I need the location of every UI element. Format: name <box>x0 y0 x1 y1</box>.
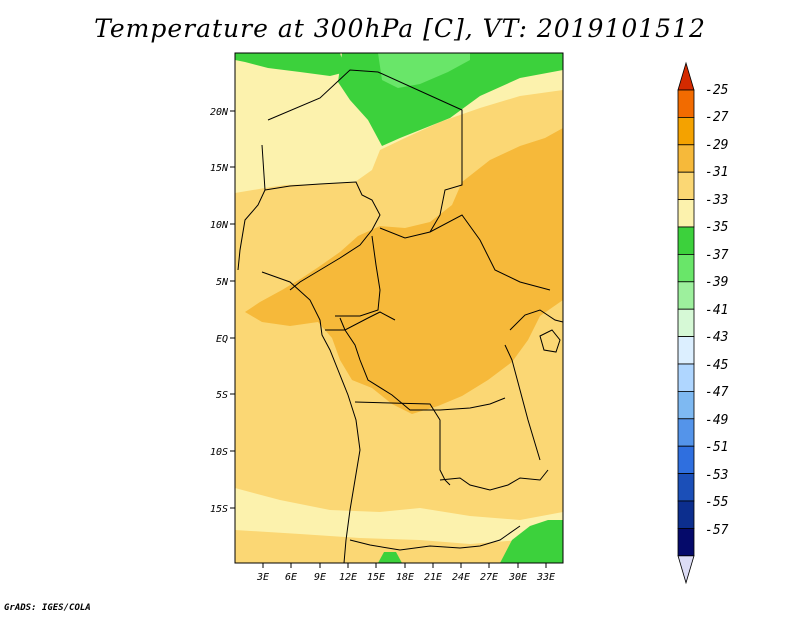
colorbar-label: -31 <box>705 165 728 180</box>
lat-label: 5S <box>216 390 228 401</box>
colorbar-swatch <box>677 308 695 338</box>
colorbar-swatch <box>677 473 695 502</box>
lon-label: 3E <box>256 572 269 583</box>
lake-victoria <box>539 329 561 353</box>
field-37-north <box>235 53 346 76</box>
colorbar-swatch <box>677 336 695 365</box>
lon-label: 21E <box>424 572 442 583</box>
lat-label: 15S <box>210 504 228 515</box>
border-west <box>237 144 266 271</box>
colorbar-swatch <box>677 418 695 447</box>
lat-label: 10S <box>210 447 228 458</box>
colorbar-label: -35 <box>705 220 729 235</box>
border-cameroon <box>335 235 381 317</box>
colorbar-label: -49 <box>705 413 728 428</box>
colorbar-swatch <box>677 171 695 200</box>
lon-label: 6E <box>285 572 297 583</box>
border-gabon <box>325 311 396 331</box>
border-angola <box>354 401 451 486</box>
colorbar-label: -43 <box>705 330 728 345</box>
coast-lakes <box>504 344 541 461</box>
field-33-south <box>235 530 563 563</box>
lon-label: 12E <box>339 572 357 583</box>
border-zambia <box>439 469 549 491</box>
colorbar-swatch <box>677 253 695 283</box>
colorbar-swatch <box>677 117 695 146</box>
lat-label: EQ <box>216 334 228 345</box>
lat-axis: 20N 15N 10N 5N EQ 5S 10S 15S <box>210 107 235 515</box>
lat-label: 15N <box>210 163 229 174</box>
field-29-blob <box>470 176 563 240</box>
colorbar-swatch <box>677 390 695 420</box>
colorbar-swatch <box>677 199 695 228</box>
lon-label: 27E <box>480 572 498 583</box>
field-37-southeast <box>500 520 563 563</box>
colorbar-swatch <box>677 528 695 557</box>
lon-label: 9E <box>314 572 326 583</box>
colorbar-swatch <box>677 281 695 310</box>
colorbar-label: -55 <box>705 495 729 510</box>
lon-axis: 3E 6E 9E 12E 15E 18E 21E 24E 27E 30E 33E <box>256 563 555 583</box>
colorbar-label: -53 <box>705 468 728 483</box>
border-chad-car <box>379 214 551 291</box>
colorbar-arrow-bottom <box>677 555 695 585</box>
lat-label: 10N <box>210 220 229 231</box>
lat-label: 20N <box>210 107 229 118</box>
border-namibia <box>349 525 521 551</box>
border-drc-east <box>509 309 563 331</box>
colorbar-labels: -25 -27 -29 -31 -33 -35 -37 -39 -41 -43 … <box>705 83 729 538</box>
colorbar-label: -37 <box>705 248 729 263</box>
colorbar-label: -47 <box>705 385 729 400</box>
country-borders <box>237 69 563 563</box>
credit-text: GrADS: IGES/COLA <box>4 603 91 613</box>
colorbar-label: -51 <box>705 440 728 455</box>
map-frame <box>234 52 564 564</box>
lon-label: 24E <box>452 572 470 583</box>
lon-label: 18E <box>396 572 414 583</box>
border-congo <box>339 317 506 411</box>
lon-label: 30E <box>508 572 527 583</box>
field-37-southwest <box>378 552 402 563</box>
colorbar-label: -39 <box>705 275 728 290</box>
lon-label: 33E <box>536 572 555 583</box>
colorbar <box>677 61 695 585</box>
coast-west <box>261 271 361 563</box>
colorbar-label: -45 <box>705 358 729 373</box>
field-39-north <box>378 53 470 88</box>
colorbar-label: -27 <box>705 110 729 125</box>
colorbar-swatch <box>677 226 695 255</box>
colorbar-label: -41 <box>705 303 728 318</box>
border-nigeria <box>264 181 381 291</box>
border-north <box>267 69 463 233</box>
colorbar-swatch <box>677 89 695 118</box>
temperature-field <box>235 53 563 563</box>
colorbar-swatch <box>677 363 695 392</box>
map-title: Temperature at 300hPa [C], VT: 201910151… <box>94 14 706 43</box>
colorbar-label: -33 <box>705 193 728 208</box>
colorbar-label: -57 <box>705 523 729 538</box>
colorbar-swatch <box>677 445 695 475</box>
colorbar-label: -29 <box>705 138 728 153</box>
colorbar-label: -25 <box>705 83 729 98</box>
lat-label: 5N <box>216 277 229 288</box>
colorbar-swatch <box>677 500 695 529</box>
lon-label: 15E <box>367 572 385 583</box>
colorbar-swatch <box>677 144 695 173</box>
colorbar-arrow-top <box>677 61 695 91</box>
